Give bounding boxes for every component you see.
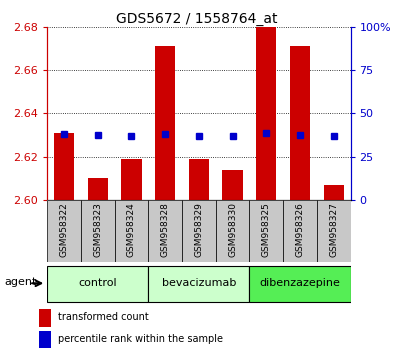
Text: GSM958329: GSM958329 xyxy=(194,202,203,257)
Text: GDS5672 / 1558764_at: GDS5672 / 1558764_at xyxy=(116,12,277,27)
Bar xyxy=(249,266,350,302)
Text: control: control xyxy=(78,278,117,288)
Bar xyxy=(39,331,51,348)
Text: transformed count: transformed count xyxy=(58,312,148,322)
Bar xyxy=(39,309,51,326)
Bar xyxy=(114,200,148,262)
Bar xyxy=(47,266,148,302)
Bar xyxy=(148,200,182,262)
Bar xyxy=(148,266,249,302)
Text: GSM958322: GSM958322 xyxy=(59,202,68,257)
Bar xyxy=(222,170,242,200)
Text: GSM958326: GSM958326 xyxy=(295,202,304,257)
Bar xyxy=(121,159,141,200)
Text: agent: agent xyxy=(4,277,36,287)
Text: GSM958330: GSM958330 xyxy=(227,202,236,257)
Bar xyxy=(289,46,309,200)
Text: GSM958327: GSM958327 xyxy=(328,202,337,257)
Text: GSM958323: GSM958323 xyxy=(93,202,102,257)
Bar xyxy=(54,133,74,200)
Bar xyxy=(283,200,316,262)
Text: GSM958325: GSM958325 xyxy=(261,202,270,257)
Text: bevacizumab: bevacizumab xyxy=(161,278,236,288)
Text: GSM958324: GSM958324 xyxy=(127,202,136,257)
Bar xyxy=(188,159,209,200)
Bar xyxy=(81,200,114,262)
Text: dibenzazepine: dibenzazepine xyxy=(259,278,339,288)
Bar xyxy=(47,200,81,262)
Bar xyxy=(316,200,350,262)
Bar xyxy=(256,27,276,200)
Bar xyxy=(323,185,343,200)
Bar xyxy=(88,178,108,200)
Text: percentile rank within the sample: percentile rank within the sample xyxy=(58,335,222,344)
Bar xyxy=(249,200,283,262)
Text: GSM958328: GSM958328 xyxy=(160,202,169,257)
Bar xyxy=(155,46,175,200)
Bar xyxy=(182,200,215,262)
Bar xyxy=(215,200,249,262)
